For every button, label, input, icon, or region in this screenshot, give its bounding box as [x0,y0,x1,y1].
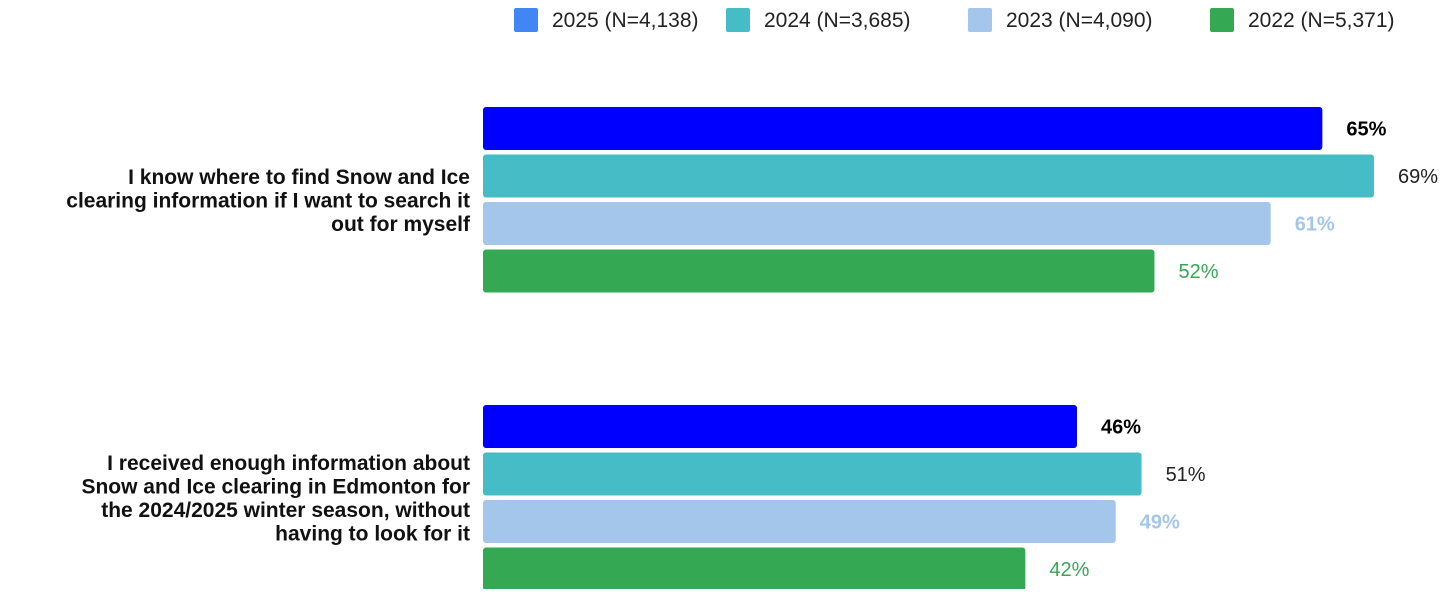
legend-label-1: 2024 (N=3,685) [764,9,911,32]
category-label-0-line-1: clearing information if I want to search… [66,189,470,212]
legend-swatch-1 [726,8,750,32]
legend-swatch-0 [514,8,538,32]
category-label-0-line-2: out for myself [331,213,471,236]
legend-label-3: 2022 (N=5,371) [1248,9,1395,32]
category-label-1-line-1: Snow and Ice clearing in Edmonton for [81,476,470,499]
value-label-1-3: 42% [1049,559,1089,581]
bar-1-2 [483,500,1116,543]
bar-0-3 [483,249,1155,293]
category-label-1-line-0: I received enough information about [107,452,470,475]
value-label-0-0: 65% [1346,119,1386,141]
category-label-1-line-3: having to look for it [275,523,470,546]
value-label-1-2: 49% [1140,512,1180,534]
bar-1-0 [483,405,1077,448]
legend-label-2: 2023 (N=4,090) [1006,9,1153,32]
value-label-0-2: 61% [1295,214,1335,236]
bar-1-3 [483,547,1026,591]
category-label-1-line-2: the 2024/2025 winter season, without [101,499,470,522]
bar-0-2 [483,202,1271,245]
value-label-0-1: 69% [1398,166,1438,188]
legend-label-0: 2025 (N=4,138) [552,9,699,32]
value-label-1-1: 51% [1166,464,1206,486]
bar-0-0 [483,107,1323,150]
legend-swatch-3 [1210,8,1234,32]
legend-swatch-2 [968,8,992,32]
bar-0-1 [483,154,1374,198]
value-label-0-3: 52% [1178,261,1218,283]
value-label-1-0: 46% [1101,417,1141,439]
category-label-0-line-0: I know where to find Snow and Ice [128,166,470,189]
bar-1-1 [483,452,1142,496]
